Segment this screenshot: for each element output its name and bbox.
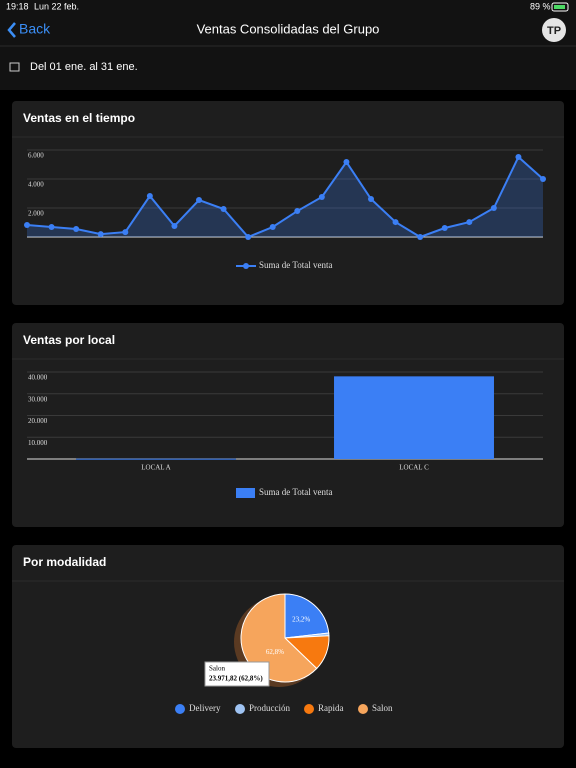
- avatar-initials[interactable]: TP: [547, 25, 561, 37]
- point: [466, 219, 473, 226]
- status-battery: 89 %: [530, 1, 551, 11]
- card-title: Por modalidad: [23, 555, 106, 569]
- status-time: 19:18: [6, 1, 29, 11]
- pie-slice: [284, 593, 330, 639]
- point: [269, 223, 276, 230]
- point: [171, 222, 178, 229]
- point: [318, 193, 325, 200]
- point: [392, 219, 399, 226]
- legend-swatch: [175, 704, 185, 714]
- point: [441, 225, 448, 232]
- point: [540, 176, 546, 182]
- point: [220, 206, 227, 213]
- point: [294, 208, 301, 215]
- y-tick-label: 10.000: [28, 439, 48, 447]
- point: [245, 234, 252, 240]
- y-tick-label: 20.000: [28, 417, 48, 425]
- y-tick-label: 30.000: [28, 395, 48, 403]
- legend-label: Salon: [372, 703, 393, 713]
- back-chevron[interactable]: [7, 22, 16, 38]
- bar: [76, 458, 236, 460]
- card: [12, 323, 564, 527]
- point: [97, 231, 104, 238]
- point: [122, 229, 129, 236]
- legend-label: Delivery: [189, 703, 221, 713]
- y-tick-label: 40.000: [28, 374, 48, 382]
- point: [73, 226, 80, 233]
- nav-title: Ventas Consolidadas del Grupo: [197, 21, 380, 36]
- point: [24, 221, 30, 228]
- legend-swatch: [304, 704, 314, 714]
- tooltip: [204, 661, 270, 687]
- legend-swatch: [358, 704, 368, 714]
- legend-swatch: [236, 488, 255, 498]
- header-bg: [0, 0, 576, 90]
- date-range[interactable]: Del 01 ene. al 31 ene.: [30, 61, 138, 73]
- card-title: Ventas en el tiempo: [23, 111, 135, 125]
- battery-level: [554, 5, 565, 9]
- point: [196, 197, 202, 204]
- legend-swatch-dot: [243, 263, 249, 269]
- point: [343, 159, 350, 166]
- point: [146, 192, 153, 199]
- calendar-icon: [9, 62, 20, 72]
- avatar[interactable]: [542, 18, 566, 42]
- area: [27, 156, 543, 237]
- tooltip-label: Salon: [209, 665, 225, 673]
- back-button[interactable]: Back: [19, 21, 51, 37]
- pie-slice: [240, 593, 318, 683]
- y-tick-label: 2.000: [28, 210, 44, 218]
- legend-label: Producción: [249, 703, 290, 713]
- y-tick-label: 4.000: [28, 181, 44, 189]
- point: [490, 205, 497, 211]
- slice-label: 62,8%: [266, 648, 284, 656]
- tooltip-value: 23.971,82 (62,8%): [209, 675, 263, 683]
- legend-label: Rapida: [318, 703, 344, 713]
- point: [515, 153, 522, 160]
- legend-swatch: [235, 704, 245, 714]
- card: [12, 101, 564, 305]
- slice-label: 23,2%: [292, 616, 310, 624]
- bar: [334, 376, 494, 459]
- x-tick-label: LOCAL C: [399, 464, 429, 472]
- card-title: Ventas por local: [23, 333, 115, 347]
- point: [48, 223, 55, 230]
- point: [417, 234, 424, 240]
- legend-label: Suma de Total venta: [259, 487, 332, 497]
- y-tick-label: 6.000: [28, 152, 44, 160]
- x-tick-label: LOCAL A: [141, 464, 171, 472]
- legend-label: Suma de Total venta: [259, 260, 332, 270]
- battery-icon: [551, 2, 569, 12]
- status-date: Lun 22 feb.: [34, 1, 79, 11]
- line: [26, 155, 544, 239]
- point: [368, 196, 374, 203]
